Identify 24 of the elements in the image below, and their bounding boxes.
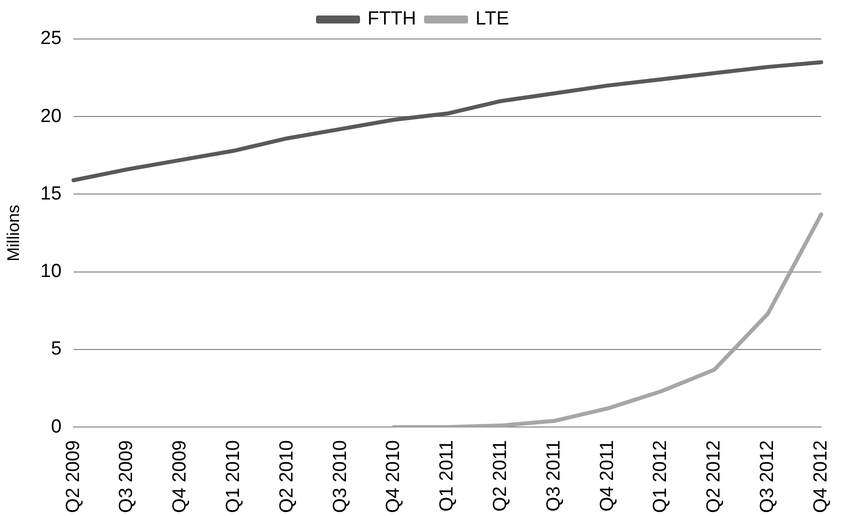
x-tick-label: Q1 2010 <box>222 440 244 514</box>
x-tick-label: Q1 2012 <box>650 440 672 514</box>
x-tick-label: Q3 2011 <box>543 440 564 512</box>
y-tick-label: 0 <box>50 416 62 438</box>
x-tick-label: Q4 2009 <box>170 440 191 514</box>
y-tick-label: 25 <box>40 28 62 50</box>
y-tick-label: 5 <box>50 338 62 360</box>
x-tick-label: Q4 2010 <box>383 440 404 514</box>
y-tick-label: 15 <box>40 183 62 204</box>
y-tick-label: 20 <box>40 106 62 127</box>
y-tick-label: 10 <box>40 261 62 282</box>
x-tick-label: Q4 2012 <box>810 440 832 514</box>
y-axis-title: Millions <box>4 204 23 262</box>
x-tick-label: Q2 2011 <box>490 440 512 512</box>
x-tick-label: Q2 2009 <box>62 440 84 514</box>
legend-label: FTTH <box>368 8 416 30</box>
x-tick-label: Q2 2010 <box>276 440 298 514</box>
x-tick-label: Q2 2012 <box>704 440 725 514</box>
x-tick-label: Q3 2010 <box>330 440 351 514</box>
x-tick-label: Q3 2012 <box>757 440 778 514</box>
x-tick-label: Q4 2011 <box>596 440 618 512</box>
x-tick-label: Q3 2009 <box>116 440 138 514</box>
legend-label: LTE <box>476 8 509 30</box>
x-tick-label: Q1 2011 <box>436 440 458 512</box>
